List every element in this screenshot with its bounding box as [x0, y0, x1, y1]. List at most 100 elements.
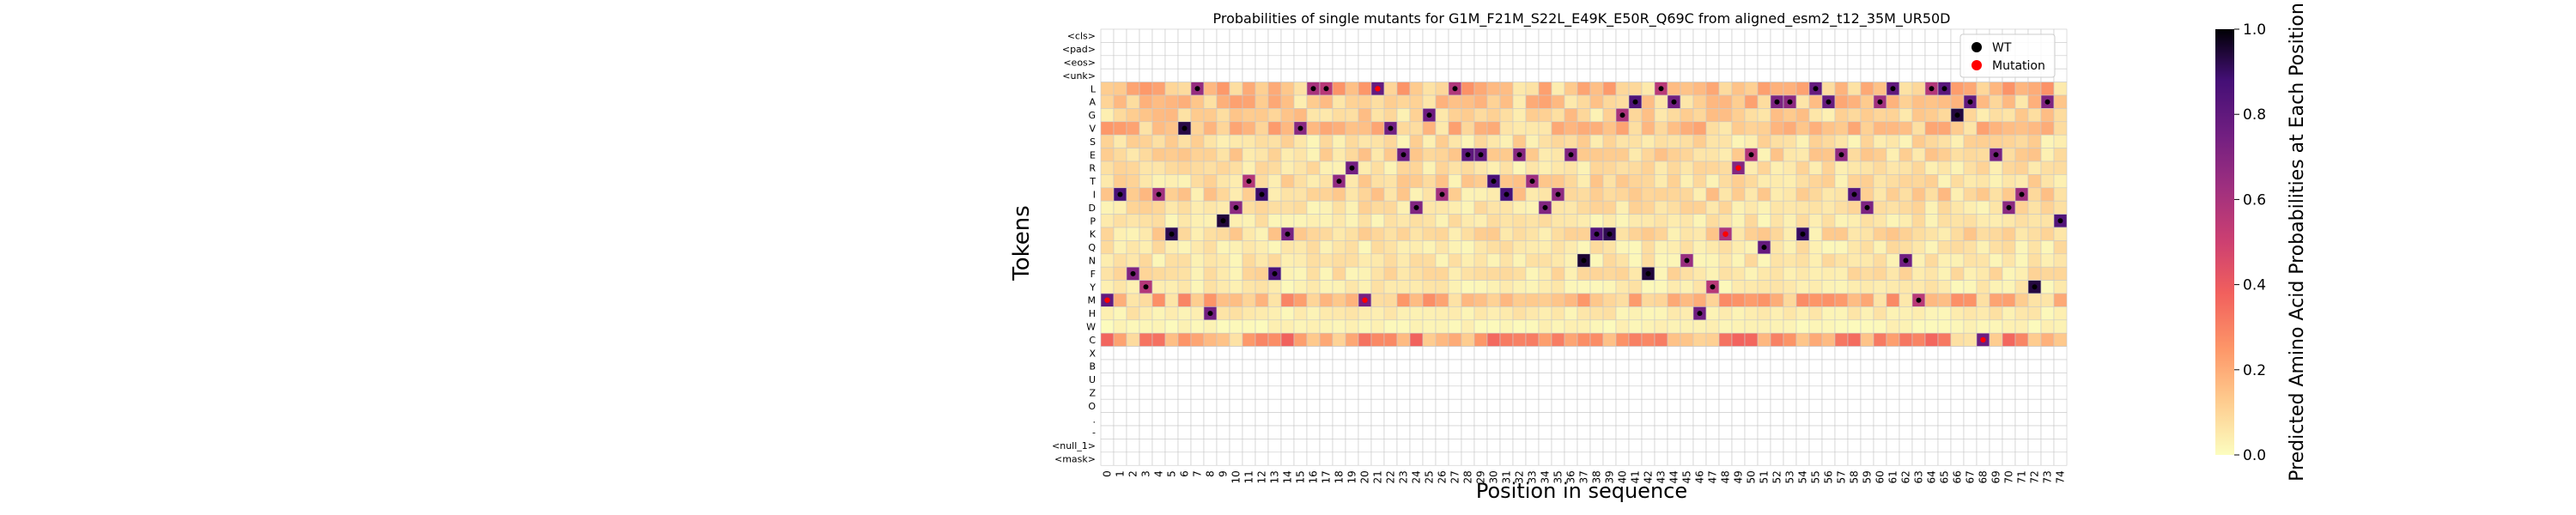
x-tick-label: 62: [1900, 470, 1912, 483]
heatmap-cell: [1770, 148, 1784, 162]
heatmap-cell: [1525, 332, 1540, 347]
heatmap-cell: [1680, 451, 1694, 466]
heatmap-cell: [1577, 134, 1591, 148]
heatmap-cell: [1589, 398, 1604, 413]
heatmap-cell: [1808, 187, 1823, 202]
heatmap-cell: [1113, 293, 1127, 307]
heatmap-cell: [1461, 306, 1475, 321]
heatmap-cell: [1795, 240, 1810, 255]
heatmap-cell: [1293, 253, 1308, 268]
heatmap-cell: [1911, 319, 1926, 334]
heatmap-cell: [1280, 425, 1295, 439]
heatmap-cell: [1924, 187, 1939, 202]
heatmap-cell: [1216, 412, 1230, 427]
x-tick-label: 68: [1978, 470, 1990, 483]
heatmap-cell: [2040, 121, 2055, 136]
heatmap-cell: [1860, 451, 1874, 466]
heatmap-cell: [1834, 174, 1849, 189]
heatmap-cell: [1267, 42, 1282, 57]
heatmap-cell: [1409, 346, 1424, 360]
heatmap-cell: [1705, 439, 1720, 453]
heatmap-cell: [1216, 253, 1230, 268]
heatmap-cell: [1976, 346, 1990, 360]
heatmap-cell: [1718, 174, 1733, 189]
y-tick-label: Z: [1089, 388, 1096, 399]
heatmap-cell: [1422, 227, 1437, 241]
heatmap-cell: [1615, 214, 1630, 228]
heatmap-cell: [1899, 148, 1913, 162]
heatmap-cell: [1113, 412, 1127, 427]
heatmap-cell: [1989, 425, 2003, 439]
heatmap-cell: [2027, 319, 2042, 334]
x-tick-label: 52: [1771, 470, 1783, 483]
heatmap-cell: [1886, 121, 1900, 136]
heatmap-cell: [1293, 187, 1308, 202]
heatmap-cell: [1680, 319, 1694, 334]
heatmap-cell: [1139, 332, 1153, 347]
heatmap-cell: [1602, 451, 1617, 466]
heatmap-cell: [1113, 385, 1127, 400]
heatmap-cell: [1345, 412, 1359, 427]
heatmap-cell: [1577, 346, 1591, 360]
heatmap-cell: [1383, 359, 1398, 373]
heatmap-cell: [1435, 227, 1449, 241]
heatmap-cell: [1293, 55, 1308, 70]
heatmap-cell: [1358, 55, 1372, 70]
heatmap-cell: [1151, 280, 1166, 294]
heatmap-cell: [1834, 121, 1849, 136]
heatmap-cell: [1873, 319, 1887, 334]
heatmap-cell: [1383, 82, 1398, 96]
heatmap-cell: [1319, 28, 1334, 43]
heatmap-cell: [1383, 346, 1398, 360]
heatmap-cell: [1267, 240, 1282, 255]
heatmap-cell: [1486, 306, 1501, 321]
heatmap-cell: [1847, 425, 1862, 439]
mutation-marker: [1722, 231, 1728, 237]
heatmap-cell: [1899, 293, 1913, 307]
heatmap-cell: [1783, 187, 1797, 202]
heatmap-cell: [1177, 42, 1192, 57]
x-tick-label: 0: [1102, 470, 1114, 477]
heatmap-cell: [1229, 373, 1243, 387]
heatmap-cell: [1757, 451, 1771, 466]
heatmap-cell: [1950, 148, 1965, 162]
heatmap-cell: [1190, 373, 1205, 387]
heatmap-cell: [1886, 373, 1900, 387]
heatmap-cell: [1899, 134, 1913, 148]
heatmap-cell: [1667, 451, 1681, 466]
x-tick-label: 3: [1140, 470, 1152, 477]
heatmap-cell: [1628, 373, 1643, 387]
heatmap-cell: [1267, 68, 1282, 82]
heatmap-cell: [1783, 227, 1797, 241]
wt-marker: [1439, 191, 1445, 197]
heatmap-cell: [1821, 425, 1836, 439]
heatmap-cell: [1692, 293, 1707, 307]
heatmap-cell: [1203, 385, 1218, 400]
heatmap-cell: [2002, 398, 2016, 413]
wt-marker: [1310, 86, 1316, 92]
heatmap-cell: [1808, 227, 1823, 241]
wt-marker: [1993, 152, 1999, 158]
heatmap-cell: [1577, 28, 1591, 43]
heatmap-cell: [1628, 161, 1643, 175]
mutation-marker: [1362, 297, 1368, 303]
heatmap-cell: [1306, 187, 1321, 202]
heatmap-cell: [1718, 94, 1733, 109]
heatmap-cell: [1886, 134, 1900, 148]
heatmap-cell: [1396, 398, 1411, 413]
heatmap-cell: [1641, 55, 1656, 70]
heatmap-cell: [1808, 385, 1823, 400]
heatmap-cell: [1409, 398, 1424, 413]
heatmap-cell: [1448, 319, 1462, 334]
heatmap-cell: [1705, 200, 1720, 215]
heatmap-cell: [1448, 121, 1462, 136]
heatmap-cell: [2002, 306, 2016, 321]
heatmap-cell: [1795, 134, 1810, 148]
wt-marker: [1169, 231, 1175, 237]
heatmap-cell: [1229, 319, 1243, 334]
heatmap-cell: [1808, 359, 1823, 373]
heatmap-cell: [1654, 359, 1668, 373]
heatmap-cell: [1216, 398, 1230, 413]
heatmap-cell: [2053, 293, 2068, 307]
heatmap-cell: [1345, 280, 1359, 294]
